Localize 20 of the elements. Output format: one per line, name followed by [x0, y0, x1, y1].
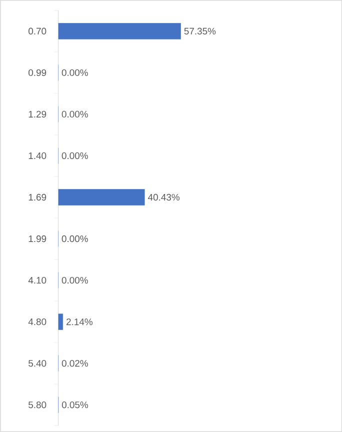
y-tick-label: 5.40	[28, 360, 46, 367]
data-label: 0.02%	[62, 360, 88, 367]
data-label: 40.43%	[148, 194, 180, 201]
y-tick-label: 1.69	[28, 194, 46, 201]
y-tick-label: 0.99	[28, 69, 46, 76]
data-label: 57.35%	[184, 28, 216, 34]
y-tick-label: 4.80	[28, 318, 46, 326]
data-label: 0.05%	[62, 402, 88, 408]
data-label: 0.00%	[62, 276, 88, 284]
data-label: 0.00%	[62, 69, 88, 76]
data-label: 0.00%	[62, 235, 88, 242]
data-label: 2.14%	[66, 318, 92, 326]
y-tick-label: 4.10	[28, 276, 46, 284]
data-label: 0.00%	[62, 110, 88, 118]
y-tick-label: 1.40	[28, 152, 46, 160]
data-label: 0.00%	[62, 152, 88, 160]
y-tick-label: 1.99	[28, 235, 46, 242]
y-tick-label: 5.80	[28, 402, 46, 408]
y-tick-label: 1.29	[28, 110, 46, 118]
y-tick-label: 0.70	[28, 28, 46, 34]
